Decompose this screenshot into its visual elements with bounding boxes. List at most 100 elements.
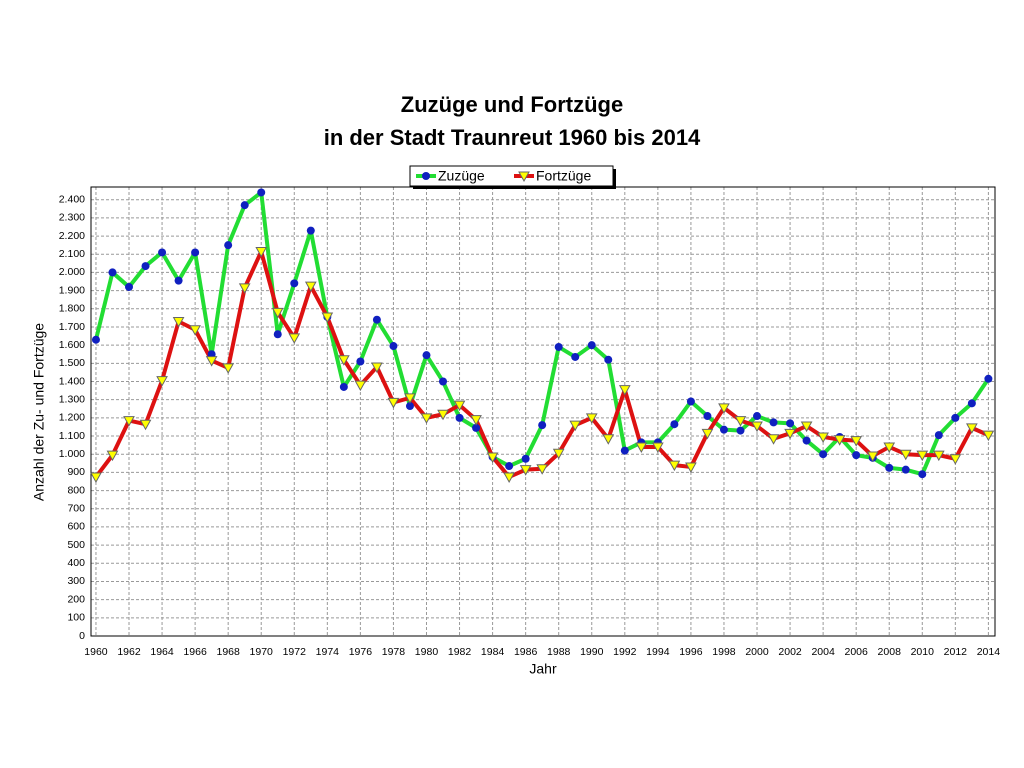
y-tick-label: 500 — [67, 539, 85, 551]
x-tick-label: 1996 — [679, 646, 703, 658]
x-tick-label: 2008 — [878, 646, 902, 658]
marker — [125, 282, 134, 291]
x-tick-label: 1962 — [117, 646, 141, 658]
legend-box — [409, 165, 614, 187]
marker — [338, 355, 350, 366]
marker — [238, 283, 251, 294]
marker — [106, 450, 119, 462]
marker — [420, 413, 433, 424]
marker — [189, 325, 201, 336]
marker — [587, 341, 596, 350]
y-tick-label: 1.400 — [59, 375, 85, 387]
marker — [205, 356, 218, 367]
x-tick-label: 2010 — [911, 646, 935, 658]
y-tick-label: 100 — [67, 612, 85, 624]
marker — [635, 442, 648, 453]
marker — [934, 431, 943, 440]
marker — [552, 448, 565, 460]
marker — [304, 281, 317, 293]
x-tick-label: 2012 — [944, 646, 968, 658]
marker — [257, 188, 266, 197]
marker — [306, 226, 315, 235]
marker — [404, 393, 416, 404]
marker — [90, 472, 102, 483]
x-tick-label: 1998 — [712, 646, 736, 658]
chart-subtitle: in der Stadt Traunreut 1960 bis 2014 — [324, 125, 701, 150]
marker — [288, 333, 301, 344]
marker — [422, 172, 430, 180]
marker — [422, 351, 431, 360]
marker — [536, 464, 549, 475]
marker — [405, 402, 414, 411]
marker — [850, 436, 863, 447]
marker — [982, 430, 995, 442]
marker — [91, 335, 100, 344]
marker — [618, 385, 631, 396]
marker — [852, 451, 861, 460]
marker — [885, 463, 894, 472]
x-tick-label: 1992 — [613, 646, 637, 658]
marker — [668, 460, 681, 472]
marker — [620, 446, 629, 455]
marker — [356, 357, 365, 366]
marker — [191, 248, 200, 257]
marker — [470, 415, 482, 426]
y-tick-label: 800 — [67, 484, 85, 496]
marker — [800, 421, 813, 433]
marker — [437, 409, 449, 421]
marker — [389, 342, 398, 351]
y-tick-label: 200 — [67, 593, 85, 605]
y-tick-label: 1.000 — [59, 448, 85, 460]
x-tick-label: 1988 — [547, 646, 571, 658]
marker — [951, 413, 960, 422]
marker — [686, 397, 695, 406]
x-tick-label: 2004 — [811, 646, 835, 658]
marker — [240, 201, 249, 210]
marker — [718, 403, 730, 414]
marker — [652, 442, 664, 453]
x-tick-label: 1994 — [646, 646, 670, 658]
marker — [486, 452, 499, 463]
marker — [255, 247, 268, 258]
marker — [371, 362, 383, 373]
x-tick-label: 1982 — [448, 646, 472, 658]
y-tick-label: 2.000 — [59, 266, 85, 278]
marker — [273, 330, 282, 339]
y-tick-label: 1.200 — [59, 412, 85, 424]
marker — [108, 268, 117, 277]
marker — [984, 374, 993, 383]
x-tick-label: 2000 — [745, 646, 769, 658]
y-tick-label: 1.300 — [59, 393, 85, 405]
marker — [290, 279, 299, 288]
marker — [472, 423, 481, 432]
x-tick-label: 2014 — [977, 646, 1001, 658]
chart-title: Zuzüge und Fortzüge — [401, 92, 623, 117]
y-tick-label: 1.100 — [59, 430, 85, 442]
marker — [949, 454, 962, 465]
marker — [271, 307, 284, 319]
marker — [455, 413, 464, 422]
marker — [141, 262, 150, 271]
marker — [224, 241, 233, 250]
marker — [439, 377, 448, 386]
marker — [866, 451, 879, 463]
y-tick-label: 2.100 — [59, 248, 85, 260]
x-tick-label: 1980 — [415, 646, 439, 658]
marker — [883, 442, 896, 453]
marker — [701, 428, 714, 440]
y-tick-label: 300 — [67, 575, 85, 587]
marker — [139, 419, 152, 431]
marker — [158, 248, 167, 257]
x-tick-label: 1978 — [382, 646, 406, 658]
marker — [802, 436, 811, 445]
marker — [321, 312, 334, 324]
y-tick-label: 900 — [67, 466, 85, 478]
marker — [751, 421, 763, 433]
marker — [753, 412, 762, 421]
marker — [685, 462, 697, 473]
marker — [172, 317, 185, 328]
marker — [719, 425, 728, 434]
marker — [604, 355, 613, 364]
y-tick-label: 1.500 — [59, 357, 85, 369]
